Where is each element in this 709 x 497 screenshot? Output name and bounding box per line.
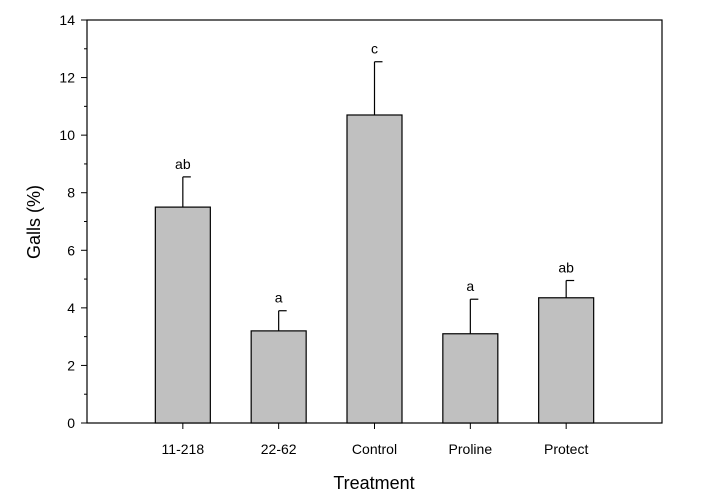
significance-letter: ab: [558, 260, 574, 276]
bar: [442, 333, 499, 424]
x-tick-label: Protect: [544, 441, 588, 457]
significance-letter: a: [466, 278, 474, 294]
y-tick-label: 4: [67, 300, 75, 316]
y-tick-label: 8: [67, 185, 75, 201]
x-tick-label: 22-62: [261, 441, 297, 457]
y-tick-label: 12: [59, 70, 75, 86]
bar: [538, 297, 595, 424]
y-tick-label: 0: [67, 415, 75, 431]
significance-letter: a: [275, 290, 283, 306]
y-tick-label: 10: [59, 127, 75, 143]
x-tick-label: 11-218: [162, 441, 205, 457]
x-axis-title: Treatment: [333, 473, 414, 493]
y-tick-label: 6: [67, 242, 75, 258]
bars-group: ab a c a ab: [154, 41, 595, 424]
x-tick-label: Control: [352, 441, 397, 457]
x-tick-label: Proline: [449, 441, 493, 457]
x-axis: 11-218 22-62 Control Proline Protect: [162, 423, 588, 457]
significance-letter: c: [371, 41, 378, 57]
y-axis: 0 2 4 6 8 10 12 14: [59, 12, 87, 431]
y-axis-title: Galls (%): [24, 185, 44, 259]
bar: [250, 330, 307, 424]
significance-letter: ab: [175, 156, 191, 172]
bar: [346, 114, 403, 424]
y-tick-label: 2: [67, 357, 75, 373]
bar: [154, 206, 211, 424]
y-tick-label: 14: [59, 12, 75, 28]
